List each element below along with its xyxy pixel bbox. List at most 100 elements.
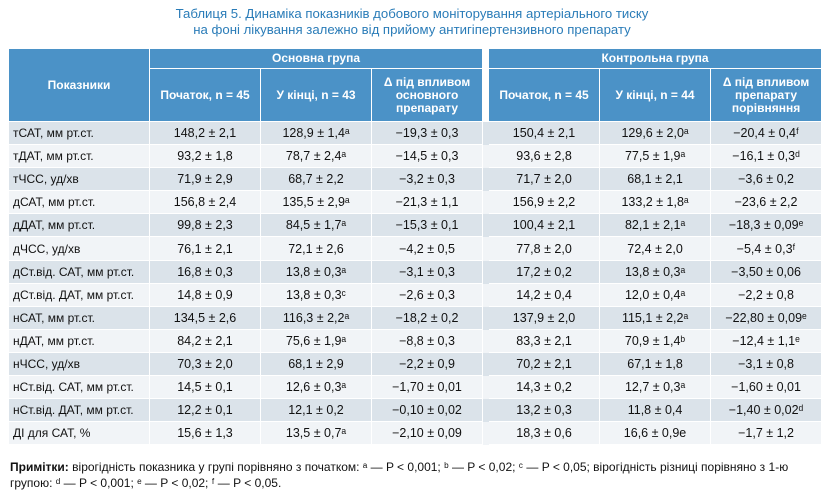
table-cell: 77,5 ± 1,9ᵃ [600, 145, 712, 169]
table-row: тДАТ, мм рт.ст. 93,2 ± 1,8 78,7 ± 2,4ᵃ −14,… [9, 145, 823, 169]
table-cell: 156,9 ± 2,2 [489, 191, 601, 215]
table-row: нСт.від. САТ, мм рт.ст. 14,5 ± 0,1 12,6 ± … [9, 376, 823, 400]
row-label: тСАТ, мм рт.ст. [9, 122, 150, 146]
table-cell: −2,2 ± 0,9 [372, 352, 484, 377]
row-label: тЧСС, уд/хв [9, 168, 150, 192]
table-row: нСт.від. ДАТ, мм рт.ст. 12,2 ± 0,1 12,1 ± … [9, 399, 823, 423]
column-gap [483, 214, 490, 238]
table-cell: 116,3 ± 2,2ᵃ [261, 306, 372, 330]
table-cell: 150,4 ± 2,1 [489, 122, 601, 146]
table-cell: 12,0 ± 0,4ᵃ [600, 283, 712, 307]
row-label: дДАТ, мм рт.ст. [9, 214, 150, 238]
table-cell: −4,2 ± 0,5 [372, 237, 484, 261]
column-gap [483, 399, 490, 423]
table-cell: 70,9 ± 1,4ᵇ [600, 329, 712, 353]
col-header-main-delta: Δ під впливом основного препарату [372, 69, 484, 122]
table-cell: 12,6 ± 0,3ᵃ [261, 376, 372, 400]
table-cell: −3,2 ± 0,3 [372, 168, 484, 192]
table-cell: 14,8 ± 0,9 [150, 283, 261, 307]
column-gap [483, 376, 490, 400]
row-header: Показники [9, 49, 150, 122]
table-row: нСАТ, мм рт.ст. 134,5 ± 2,6 116,3 ± 2,2ᵃ −1… [9, 306, 823, 330]
table-row: дСт.від. ДАТ, мм рт.ст. 14,8 ± 0,9 13,8 ± … [9, 283, 823, 307]
group-header-main: Основна група [150, 49, 484, 69]
table-cell: −2,10 ± 0,09 [372, 422, 484, 446]
table-cell: −3,50 ± 0,06 [711, 260, 823, 284]
column-gap [483, 122, 490, 146]
table-cell: 14,3 ± 0,2 [489, 376, 601, 400]
table-row: ДІ для САТ, % 15,6 ± 1,3 13,5 ± 0,7ᵃ −2,10 … [9, 422, 823, 446]
table-cell: 134,5 ± 2,6 [150, 306, 261, 330]
table-cell: 84,2 ± 2,1 [150, 329, 261, 353]
table-cell: −1,7 ± 1,2 [711, 422, 823, 446]
table-row: дЧСС, уд/хв 76,1 ± 2,1 72,1 ± 2,6 −4,2 ± 0,… [9, 237, 823, 261]
table-cell: −18,3 ± 0,09ᵉ [711, 214, 823, 238]
table-cell: −14,5 ± 0,3 [372, 145, 484, 169]
table-cell: −2,2 ± 0,8 [711, 283, 823, 307]
notes-label: Примітки: [10, 460, 69, 474]
table-cell: 84,5 ± 1,7ᵃ [261, 214, 372, 238]
table-notes: Примітки: вірогідність показника у групі… [10, 459, 816, 491]
table-cell: 75,6 ± 1,9ᵃ [261, 329, 372, 353]
table-cell: −5,4 ± 0,3ᶠ [711, 237, 823, 261]
table-cell: 82,1 ± 2,1ᵃ [600, 214, 712, 238]
table-cell: 15,6 ± 1,3 [150, 422, 261, 446]
table-cell: 13,5 ± 0,7ᵃ [261, 422, 372, 446]
table-cell: 11,8 ± 0,4 [600, 399, 712, 423]
column-gap [483, 422, 490, 446]
column-gap [483, 283, 490, 307]
col-header-control-end: У кінці, n = 44 [600, 69, 712, 122]
table-cell: 135,5 ± 2,9ᵃ [261, 191, 372, 215]
column-gap [483, 260, 490, 284]
table-cell: −15,3 ± 0,1 [372, 214, 484, 238]
table-cell: 72,1 ± 2,6 [261, 237, 372, 261]
table-cell: −1,40 ± 0,02ᵈ [711, 399, 823, 423]
table-row: дДАТ, мм рт.ст. 99,8 ± 2,3 84,5 ± 1,7ᵃ −15,… [9, 214, 823, 238]
table-cell: 76,1 ± 2,1 [150, 237, 261, 261]
table-cell: 67,1 ± 1,8 [600, 352, 712, 377]
table-cell: 137,9 ± 2,0 [489, 306, 601, 330]
table-cell: −3,1 ± 0,8 [711, 352, 823, 377]
table-row: нДАТ, мм рт.ст. 84,2 ± 2,1 75,6 ± 1,9ᵃ −8,8… [9, 329, 823, 353]
row-label: нСт.від. САТ, мм рт.ст. [9, 376, 150, 400]
table-row: дСт.від. САТ, мм рт.ст. 16,8 ± 0,3 13,8 ± … [9, 260, 823, 284]
row-label: нСт.від. ДАТ, мм рт.ст. [9, 399, 150, 423]
table-row: тЧСС, уд/хв 71,9 ± 2,9 68,7 ± 2,2 −3,2 ± 0,… [9, 168, 823, 192]
table-cell: −23,6 ± 2,2 [711, 191, 823, 215]
row-label: нЧСС, уд/хв [9, 352, 150, 377]
table-cell: 68,7 ± 2,2 [261, 168, 372, 192]
table-cell: −12,4 ± 1,1ᵉ [711, 329, 823, 353]
table-cell: 16,8 ± 0,3 [150, 260, 261, 284]
table-cell: 12,2 ± 0,1 [150, 399, 261, 423]
table-cell: −16,1 ± 0,3ᵈ [711, 145, 823, 169]
row-label: ДІ для САТ, % [9, 422, 150, 446]
table-cell: −19,3 ± 0,3 [372, 122, 484, 146]
row-label: дСт.від. ДАТ, мм рт.ст. [9, 283, 150, 307]
table-cell: −1,70 ± 0,01 [372, 376, 484, 400]
table-cell: 128,9 ± 1,4ᵃ [261, 122, 372, 146]
table-cell: 13,2 ± 0,3 [489, 399, 601, 423]
column-gap [483, 191, 490, 215]
row-label: тДАТ, мм рт.ст. [9, 145, 150, 169]
table-cell: 68,1 ± 2,9 [261, 352, 372, 377]
table-cell: 77,8 ± 2,0 [489, 237, 601, 261]
table-cell: 14,2 ± 0,4 [489, 283, 601, 307]
table-cell: 16,6 ± 0,9е [600, 422, 712, 446]
column-gap [483, 168, 490, 192]
column-gap [483, 306, 490, 330]
table-cell: 71,9 ± 2,9 [150, 168, 261, 192]
column-header-row: Початок, n = 45 У кінці, n = 43 Δ під вп… [9, 69, 823, 122]
table-cell: −20,4 ± 0,4ᶠ [711, 122, 823, 146]
table-body: тСАТ, мм рт.ст. 148,2 ± 2,1 128,9 ± 1,4ᵃ −1… [9, 122, 823, 446]
col-header-control-delta: Δ під впливом препарату порівняння [711, 69, 823, 122]
column-gap [483, 145, 490, 169]
table-cell: 93,2 ± 1,8 [150, 145, 261, 169]
table-cell: 78,7 ± 2,4ᵃ [261, 145, 372, 169]
table-cell: 129,6 ± 2,0ᵃ [600, 122, 712, 146]
table-cell: −2,6 ± 0,3 [372, 283, 484, 307]
title-line-2: на фоні лікування залежно від прийому ан… [193, 22, 631, 37]
table-cell: −8,8 ± 0,3 [372, 329, 484, 353]
table-cell: −1,60 ± 0,01 [711, 376, 823, 400]
column-gap [483, 49, 490, 122]
table-cell: 71,7 ± 2,0 [489, 168, 601, 192]
